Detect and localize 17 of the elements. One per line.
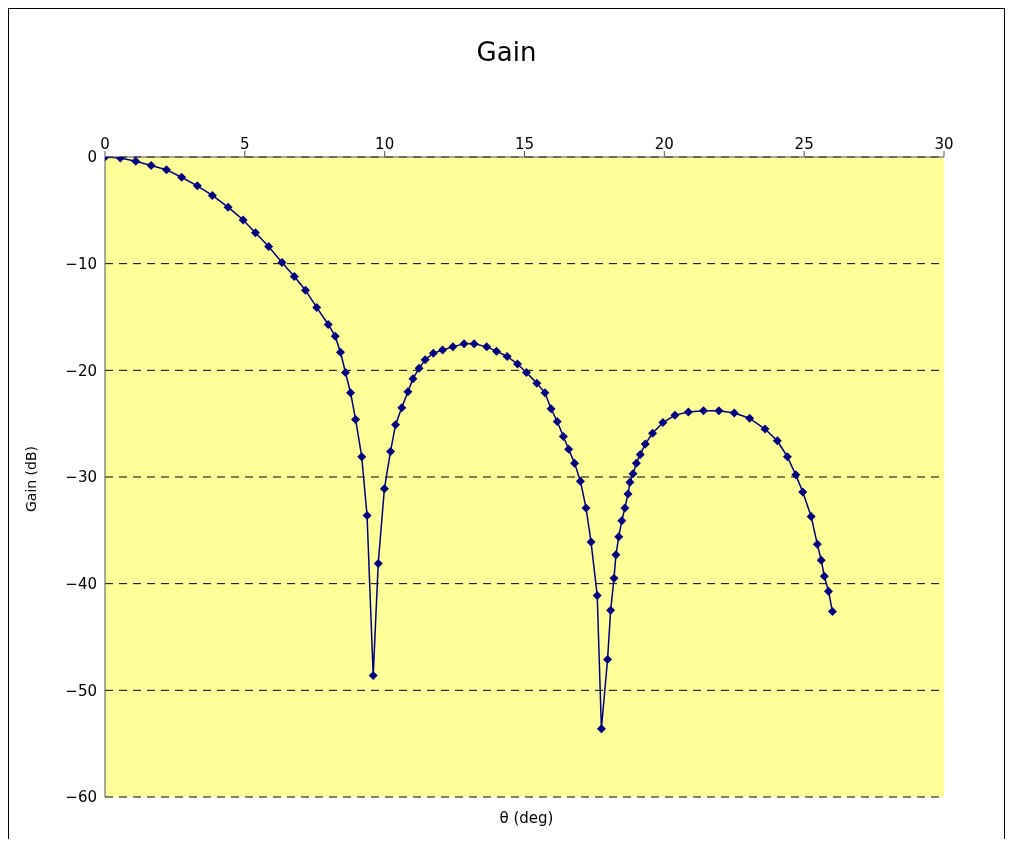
x-tick-label: 0	[100, 135, 110, 153]
x-tick-label: 5	[240, 135, 250, 153]
x-axis-title: θ (deg)	[498, 809, 555, 827]
chart-title: Gain	[475, 37, 538, 67]
x-tick-label: 10	[375, 135, 395, 153]
y-tick-label: −10	[65, 254, 97, 273]
y-tick-label: 0	[87, 148, 97, 167]
y-tick-label: −60	[65, 788, 97, 807]
x-tick-label: 30	[934, 135, 954, 153]
x-tick-label: 25	[794, 135, 814, 153]
y-tick-label: −30	[65, 468, 97, 487]
y-tick-label: −20	[65, 361, 97, 380]
y-tick-label: −40	[65, 574, 97, 593]
y-axis-title: Gain (dB)	[23, 445, 39, 513]
y-tick-label: −50	[65, 681, 97, 700]
x-tick-label: 20	[654, 135, 674, 153]
x-tick-label: 15	[514, 135, 535, 153]
